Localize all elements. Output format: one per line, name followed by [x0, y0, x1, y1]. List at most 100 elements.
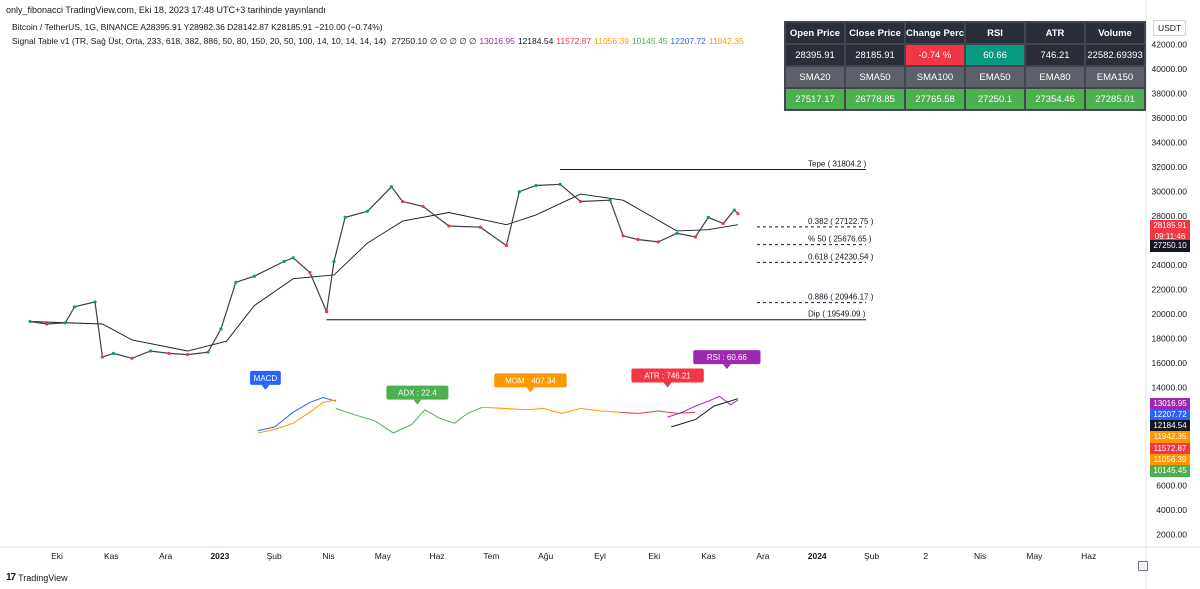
- price-tag: 11572.87: [1150, 443, 1190, 455]
- moving-average-line: [30, 193, 739, 352]
- x-tick-label: Şub: [864, 551, 879, 561]
- indicator-label-bg: [386, 385, 449, 400]
- table-header-cell: RSI: [966, 23, 1024, 43]
- signal-table: Open Price Close Price Change Percent RS…: [784, 21, 1146, 111]
- y-tick-label: 32000.00: [1152, 162, 1188, 172]
- indicator-value: ∅ ∅ ∅ ∅ ∅: [429, 36, 477, 46]
- fib-level-label: % 50 ( 25676.65 ): [808, 235, 872, 244]
- x-tick-label: Eki: [51, 551, 63, 561]
- price-point: [324, 310, 329, 314]
- price-tag: 12207.72: [1150, 409, 1190, 421]
- indicator-label: MACD: [254, 374, 278, 383]
- tradingview-brand[interactable]: 17 TradingView: [6, 572, 68, 583]
- indicator-label: ATR : 746.21: [644, 371, 691, 380]
- y-tick-label: 18000.00: [1152, 334, 1188, 344]
- price-line: [30, 183, 739, 359]
- indicator-value: 11056.39: [594, 36, 629, 46]
- price-point: [45, 322, 49, 326]
- price-tag: 13016.95: [1150, 398, 1190, 410]
- table-ma-value-row: 27517.17 26778.85 27765.58 27250.1 27354…: [786, 89, 1144, 109]
- legend: Bitcoin / TetherUS, 1G, BINANCE A28395.9…: [12, 20, 750, 48]
- indicator-label-pointer: [663, 382, 672, 388]
- price-point: [343, 215, 347, 219]
- price-point: [504, 243, 508, 248]
- x-tick-label: Tem: [483, 551, 499, 561]
- x-tick-label: Kas: [104, 551, 119, 561]
- indicator-line: [257, 399, 336, 434]
- volume-value: 22582.69393: [1086, 45, 1144, 65]
- y-tick-label: 34000.00: [1152, 138, 1188, 148]
- price-point: [534, 183, 538, 188]
- price-point: [578, 199, 583, 204]
- indicator-label: MOM : 407.34: [505, 376, 556, 385]
- close-price-value: 28185.91: [846, 45, 904, 65]
- indicator-line: [482, 406, 620, 414]
- y-tick-label: 40000.00: [1152, 64, 1188, 74]
- price-tag: 27250.10: [1150, 240, 1190, 252]
- price-point: [282, 259, 286, 264]
- tradingview-logo-icon: 17: [6, 572, 16, 583]
- price-point: [447, 224, 451, 228]
- ma-header-cell: SMA50: [846, 67, 904, 87]
- indicator-label-pointer: [413, 399, 422, 405]
- fib-level-label: 0.886 ( 20946.17 ): [808, 293, 874, 302]
- x-tick-label: 2: [923, 551, 928, 561]
- price-tag: 11056.39: [1150, 454, 1190, 466]
- change-percent-value: -0.74 %: [906, 45, 964, 65]
- indicator-line: [257, 396, 337, 432]
- x-tick-label: 2024: [808, 551, 827, 561]
- y-tick-label: 22000.00: [1152, 285, 1188, 295]
- indicator-value: 11572.87: [556, 36, 592, 46]
- price-point: [389, 185, 394, 189]
- indicator-line[interactable]: Signal Table v1 (TR, Sağ Üst, Orta, 233,…: [12, 34, 750, 48]
- indicator-label-pointer: [261, 384, 270, 390]
- price-point: [308, 270, 312, 275]
- price-point: [252, 274, 256, 278]
- x-tick-label: May: [1026, 551, 1043, 561]
- ma-value-cell: 27354.46: [1026, 89, 1084, 109]
- price-point: [130, 356, 134, 360]
- ma-header-cell: EMA50: [966, 67, 1024, 87]
- indicator-value: 10145.45: [631, 36, 668, 46]
- table-ma-header-row: SMA20 SMA50 SMA100 EMA50 EMA80 EMA150: [786, 67, 1144, 87]
- x-tick-label: Nis: [974, 551, 986, 561]
- y-tick-label: 42000.00: [1152, 40, 1188, 50]
- price-point: [421, 204, 425, 208]
- fib-level-label: Dip ( 19549.09 ): [808, 310, 866, 319]
- x-tick-label: Nis: [322, 551, 334, 561]
- indicator-value: 27250.10: [391, 36, 427, 46]
- price-point: [365, 209, 369, 213]
- y-tick-label: 38000.00: [1152, 89, 1188, 99]
- publish-line: only_fibonacci TradingView.com, Eki 18, …: [6, 5, 326, 15]
- axis-settings-icon[interactable]: [1138, 561, 1148, 571]
- currency-button[interactable]: USDT: [1153, 20, 1187, 36]
- indicator-value: 12207.72: [670, 36, 706, 46]
- price-point: [28, 319, 32, 324]
- x-tick-label: Haz: [430, 551, 445, 561]
- table-header-cell: Close Price: [846, 23, 904, 43]
- table-header-row: Open Price Close Price Change Percent RS…: [786, 23, 1144, 43]
- y-tick-label: 2000.00: [1156, 530, 1187, 540]
- y-tick-label: 36000.00: [1152, 113, 1188, 123]
- y-tick-label: 4000.00: [1156, 505, 1187, 515]
- price-point: [478, 225, 483, 229]
- price-point: [148, 349, 153, 353]
- table-header-cell: Change Percent: [906, 23, 964, 43]
- symbol-line[interactable]: Bitcoin / TetherUS, 1G, BINANCE A28395.9…: [12, 22, 383, 32]
- x-tick-label: Kas: [701, 551, 716, 561]
- price-point: [621, 234, 625, 238]
- y-tick-label: 24000.00: [1152, 260, 1188, 270]
- table-header-cell: ATR: [1026, 23, 1084, 43]
- atr-value: 746.21: [1026, 45, 1084, 65]
- price-point: [219, 327, 223, 331]
- indicator-label-bg: [494, 373, 567, 388]
- ma-header-cell: SMA20: [786, 67, 844, 87]
- fib-level-label: 0.618 ( 24230.54 ): [808, 252, 874, 261]
- y-tick-label: 30000.00: [1152, 187, 1188, 197]
- x-tick-label: Eyl: [594, 551, 606, 561]
- table-header-cell: Volume: [1086, 23, 1144, 43]
- price-point: [656, 240, 660, 244]
- x-tick-label: 2023: [210, 551, 229, 561]
- x-tick-label: Ağu: [538, 551, 553, 561]
